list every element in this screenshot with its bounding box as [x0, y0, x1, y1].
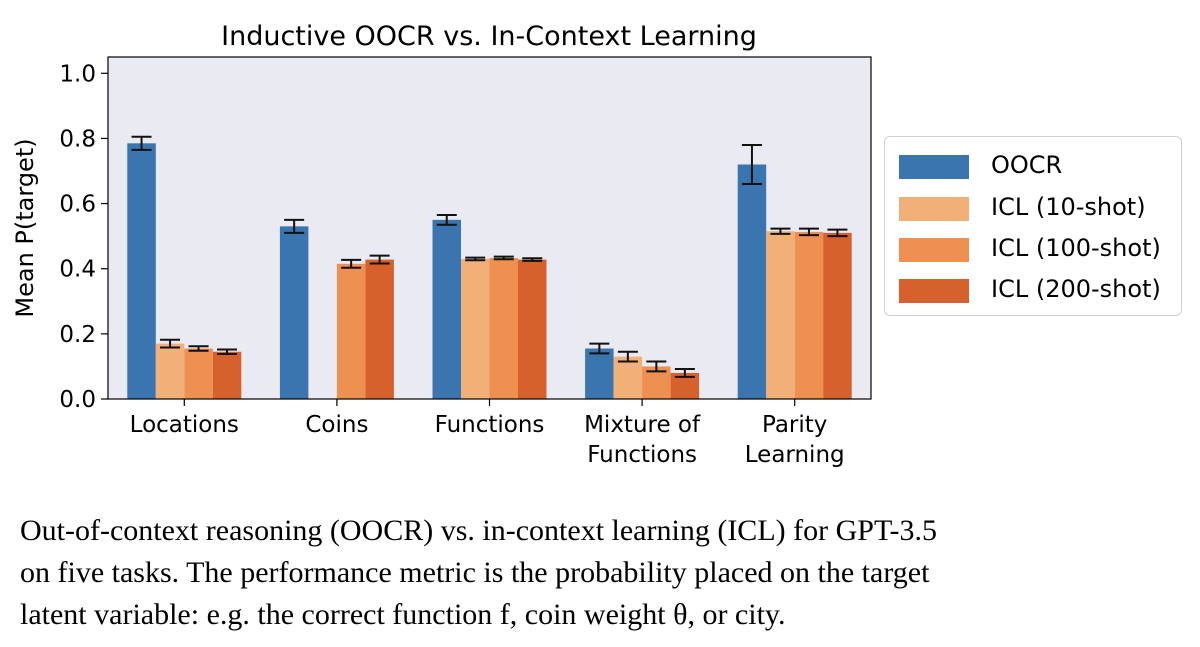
caption-line: Out-of-context reasoning (OOCR) vs. in-c…: [20, 514, 938, 547]
x-tick-label: Mixture of: [584, 412, 701, 438]
legend-swatch-icl-200: [899, 279, 969, 303]
bar: [184, 348, 213, 399]
legend-swatch-oocr: [899, 155, 969, 179]
chart-title: Inductive OOCR vs. In-Context Learning: [221, 21, 757, 52]
legend-label-icl-10: ICL (10-shot): [991, 193, 1146, 221]
bar: [823, 232, 852, 399]
y-axis: 0.0 0.2 0.4 0.6 0.8 1.0: [59, 61, 108, 413]
x-tick-label: Coins: [305, 412, 368, 438]
bar: [518, 259, 547, 399]
legend-swatch-icl-10: [899, 197, 969, 221]
y-tick-label: 0.2: [59, 322, 96, 348]
bar: [461, 258, 490, 399]
bar: [613, 356, 643, 399]
y-tick-label: 1.0: [59, 61, 96, 87]
chart: 0.0 0.2 0.4 0.6 0.8 1.0 Locations Coins Functio…: [11, 21, 872, 468]
bar: [489, 257, 518, 399]
bar: [212, 351, 242, 399]
bar: [585, 348, 614, 399]
y-tick-label: 0.0: [59, 387, 96, 413]
bars-layer: [127, 135, 852, 399]
caption-line: latent variable: e.g. the correct functi…: [20, 598, 786, 631]
bar: [336, 263, 366, 399]
legend-label-icl-200: ICL (200-shot): [991, 275, 1161, 303]
bar: [766, 231, 795, 399]
bar: [737, 164, 767, 399]
bar: [279, 226, 309, 399]
y-tick-label: 0.8: [59, 126, 96, 152]
figure-caption: Out-of-context reasoning (OOCR) vs. in-c…: [20, 510, 1190, 636]
x-tick-label: Learning: [745, 442, 845, 468]
legend-swatch-icl-100: [899, 238, 969, 262]
x-tick-label: Locations: [130, 412, 239, 438]
x-axis: Locations Coins Functions Mixture of Functio…: [130, 399, 845, 468]
y-tick-label: 0.6: [59, 192, 96, 218]
x-tick-label: Parity: [762, 412, 827, 438]
x-tick-label: Functions: [435, 412, 545, 438]
legend-label-oocr: OOCR: [991, 151, 1063, 179]
x-tick-label: Functions: [587, 442, 697, 468]
bar: [365, 259, 394, 399]
legend-label-icl-100: ICL (100-shot): [991, 234, 1161, 262]
bar: [794, 231, 824, 399]
bar: [127, 143, 156, 399]
bar: [155, 343, 185, 399]
y-axis-label: Mean P(target): [11, 138, 39, 317]
y-tick-label: 0.4: [59, 257, 96, 283]
bar: [432, 219, 461, 399]
legend: OOCR ICL (10-shot) ICL (100-shot) ICL (2…: [884, 136, 1182, 316]
caption-line: on five tasks. The performance metric is…: [20, 556, 930, 589]
